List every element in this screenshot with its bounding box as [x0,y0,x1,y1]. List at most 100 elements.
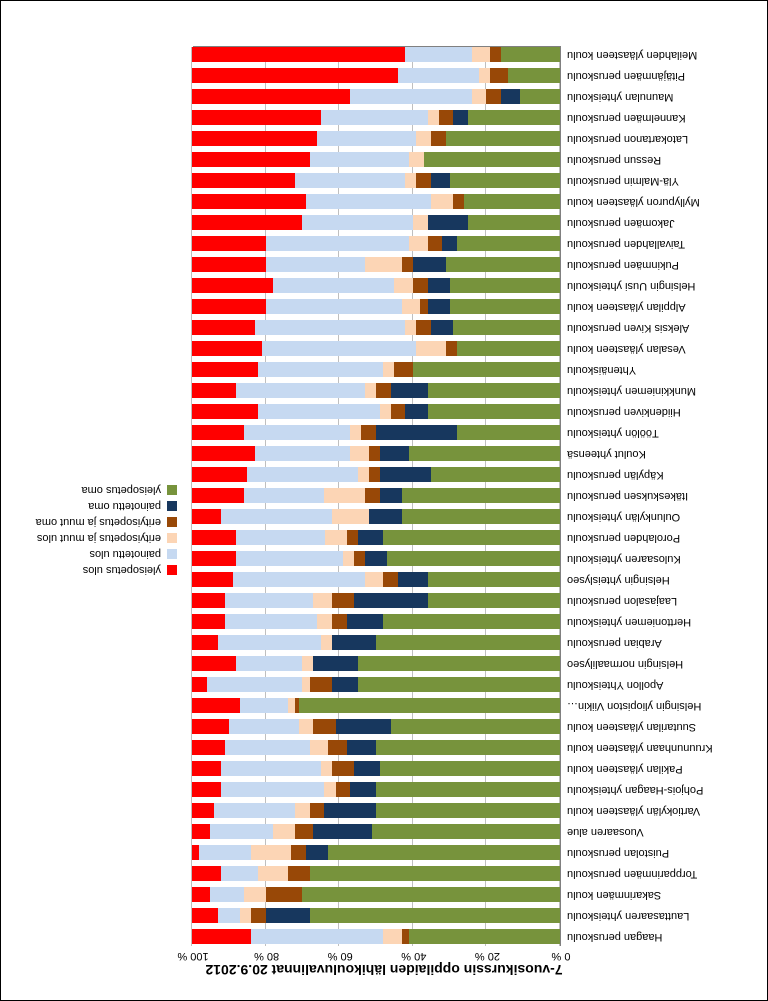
bar-segment [192,888,210,903]
bar-segment [192,153,310,168]
category-label: Helsingin normaalilyseo [567,658,767,670]
bar-segment [302,657,313,672]
bar-segment [336,783,351,798]
bar-segment [398,573,427,588]
bar-segment [251,846,291,861]
bar-row [192,552,560,567]
bar-segment [192,552,236,567]
bar-segment [258,363,383,378]
bar-segment [358,657,560,672]
bar-segment [325,531,347,546]
category-label: Oulunkylän yhteiskoulu [567,511,767,523]
bar-segment [472,90,487,105]
bar-segment [332,636,376,651]
bar-segment [192,405,258,420]
bar-segment [244,426,351,441]
legend-item: yleisopetus ulos [36,564,177,576]
category-label: Taivallahden peruskoulu [567,238,767,250]
bar-row [192,384,560,399]
legend-label: yleisopetus oma [82,484,162,496]
bar-segment [369,447,380,462]
category-label: Töölön yhteiskoulu [567,427,767,439]
bar-segment [376,426,457,441]
category-label: Itäkeskuksen peruskoulu [567,490,767,502]
bar-segment [255,447,351,462]
category-label: Käpylän peruskoulu [567,469,767,481]
bar-segment [402,258,413,273]
bar-row [192,258,560,273]
bar-segment [417,174,432,189]
bar-segment [380,489,402,504]
bar-segment [332,594,354,609]
category-label: Vartiokylän yläasteen koulu [567,805,767,817]
bar-segment [325,489,365,504]
bar-segment [192,300,266,315]
bar-segment [240,699,288,714]
bar-segment [453,195,464,210]
legend-item: erityisopetus ja muut oma [36,516,177,528]
bar-segment [251,930,383,945]
bar-segment [468,111,560,126]
category-label: Alppilan yläasteen koulu [567,301,767,313]
plot-area [193,46,561,946]
bar-segment [376,783,560,798]
bar-segment [376,804,560,819]
bar-segment [192,468,247,483]
bar-segment [501,90,519,105]
bar-segment [313,594,331,609]
bar-segment [380,762,560,777]
category-label: Laajasalon peruskoulu [567,595,767,607]
bar-row [192,489,560,504]
bar-segment [192,804,214,819]
x-tick-label: 0 % [552,950,571,962]
bar-segment [354,762,380,777]
bar-segment [383,363,394,378]
bar-segment [192,279,273,294]
bar-segment [431,174,449,189]
bar-row [192,909,560,924]
category-label: Maunulan yhteiskoulu [567,91,767,103]
bar-segment [420,300,427,315]
bar-segment [417,342,446,357]
bar-segment [295,174,405,189]
bar-segment [428,384,560,399]
bar-segment [218,909,240,924]
bar-segment [394,279,412,294]
legend-item: yleisopetus oma [36,484,177,496]
bar-segment [192,111,321,126]
bar-segment [402,300,420,315]
bar-segment [405,174,416,189]
bar-segment [486,90,501,105]
category-label: Hiidenkiven peruskoulu [567,406,767,418]
category-label: Jakomäen peruskoulu [567,217,767,229]
bar-segment [365,552,387,567]
bar-row [192,468,560,483]
category-label: Kruununhaan yläasteen koulu [567,742,767,754]
bar-segment [354,594,428,609]
category-label: Vuosaaren alue [567,826,767,838]
bar-segment [428,573,560,588]
bar-row [192,153,560,168]
bar-segment [192,384,236,399]
bar-segment [431,468,560,483]
legend-label: yleisopetus ulos [83,564,161,576]
bar-segment [266,888,303,903]
bar-segment [313,657,357,672]
bar-segment [306,195,431,210]
bar-segment [347,615,384,630]
category-label: Pakilan yläasteen koulu [567,763,767,775]
bar-segment [424,153,560,168]
bar-segment [431,195,453,210]
bar-segment [376,384,391,399]
bar-segment [192,741,225,756]
bar-segment [236,552,343,567]
bar-segment [192,258,266,273]
bar-segment [361,426,376,441]
bar-segment [251,909,266,924]
bar-segment [266,300,402,315]
bar-segment [328,741,346,756]
bar-segment [520,90,560,105]
bar-segment [409,930,560,945]
bar-segment [416,321,431,336]
category-label: Torpparinmäen peruskoulu [567,868,767,880]
